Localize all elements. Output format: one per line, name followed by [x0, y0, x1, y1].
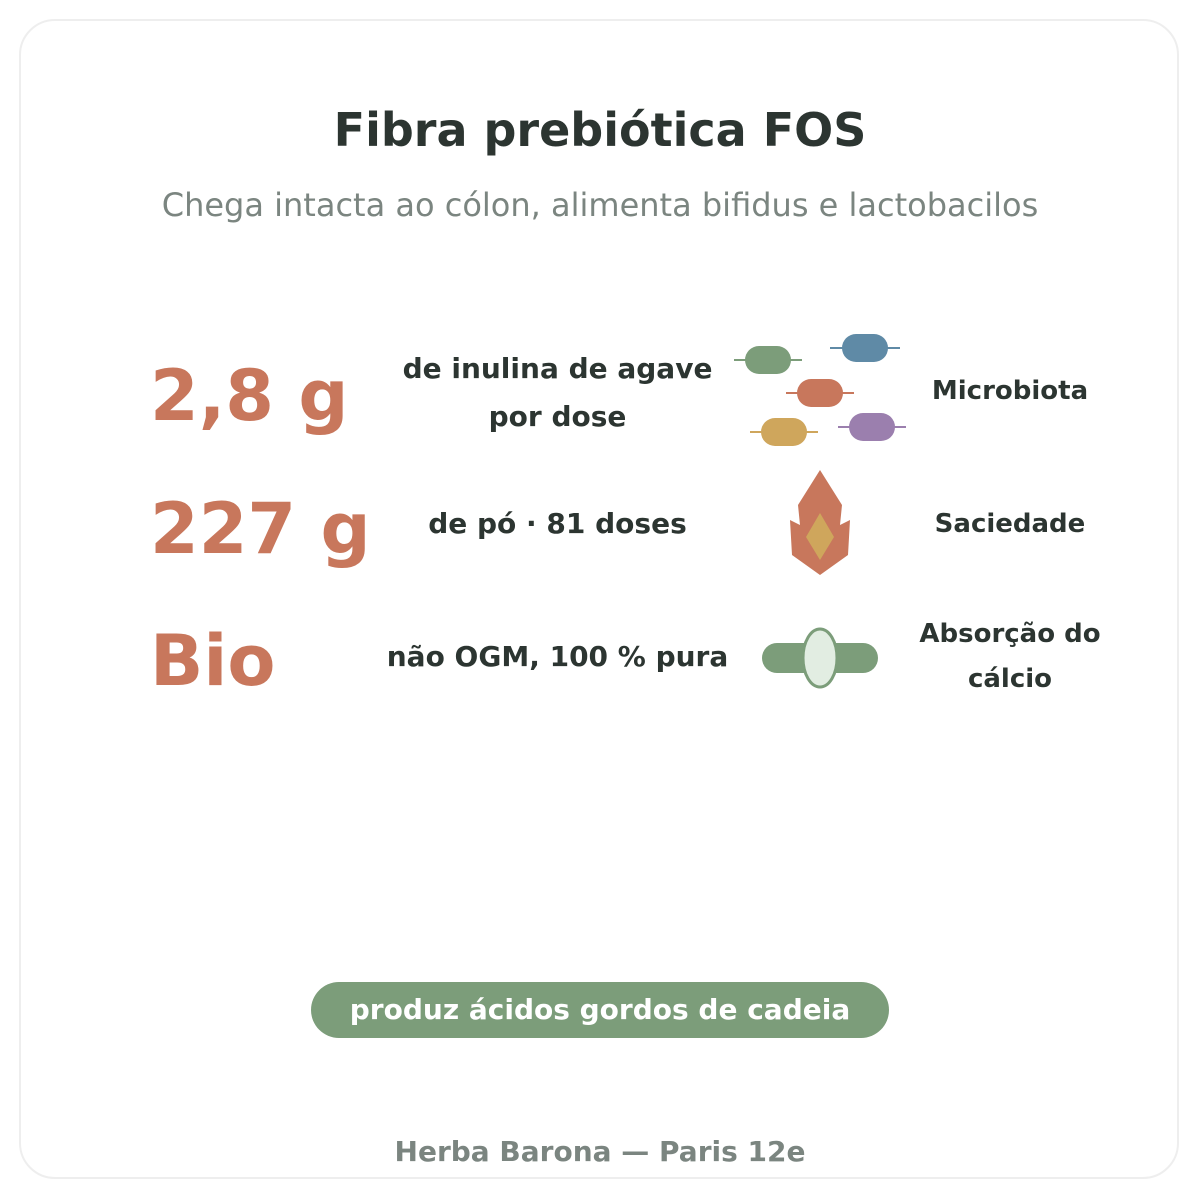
- stat-description: de pó · 81 doses: [428, 507, 687, 540]
- stat-value: 227 g: [150, 488, 371, 570]
- subtitle: Chega intacta ao cólon, alimenta bifidus…: [161, 186, 1039, 224]
- benefit-label: Microbiota: [931, 376, 1089, 406]
- badge: produz ácidos gordos de cadeia curta: [311, 982, 889, 1082]
- stat-value: 2,8 g: [150, 355, 349, 437]
- stat-description: de inulina de agave por dose: [402, 352, 713, 433]
- footer: Herba Barona — Paris 12e: [394, 1135, 806, 1168]
- card: [19, 19, 1179, 1179]
- benefit-label: Absorção do cálcio: [919, 619, 1101, 694]
- benefit-label: Saciedade: [934, 509, 1086, 539]
- stat-value: Bio: [150, 620, 276, 702]
- title: Fibra prebiótica FOS: [333, 103, 867, 157]
- stat-description: não OGM, 100 % pura: [386, 640, 729, 673]
